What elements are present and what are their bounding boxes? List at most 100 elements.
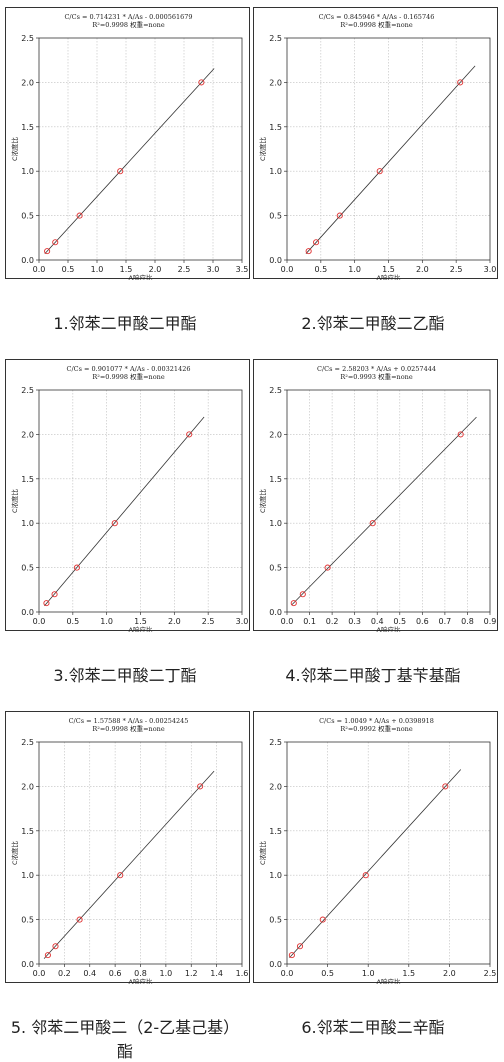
x-tick-label: 1.6	[236, 969, 249, 978]
fit-line	[43, 770, 215, 959]
r-squared-text: R²=0.9998 权重=none	[92, 372, 164, 381]
fit-line	[305, 65, 476, 254]
x-tick-label: 0.5	[393, 617, 406, 626]
data-point	[290, 600, 297, 607]
plot-frame	[38, 741, 243, 965]
plot-frame	[286, 741, 491, 965]
r-squared-text: R²=0.9998 权重=none	[92, 20, 164, 29]
x-tick-label: 0.0	[33, 265, 46, 274]
data-point	[44, 248, 51, 255]
x-tick-label: 2.0	[416, 265, 429, 274]
x-tick-label: 2.5	[450, 265, 463, 274]
equation-text: C/Cs = 0.845946 * A/As - 0.165746	[319, 13, 435, 21]
y-tick-label: 0.5	[21, 212, 34, 221]
y-tick-label: 2.5	[21, 34, 34, 43]
x-tick-label: 0.0	[281, 265, 294, 274]
x-tick-label: 1.0	[160, 969, 173, 978]
y-tick-label: 1.0	[269, 167, 282, 176]
x-tick-label: 1.5	[402, 969, 415, 978]
fit-line	[44, 68, 215, 254]
chart-caption: 6.邻苯二甲酸二辛酯	[301, 1018, 445, 1037]
chart-svg: 0.0 0.5 1.0 1.5 2.0 2.5 0.0 0.5 1.0 1.5 2.0 2.5 C/Cs…	[258, 717, 497, 984]
fit-line	[289, 769, 462, 959]
data-point	[362, 872, 369, 879]
y-tick-label: 0.5	[269, 212, 282, 221]
y-axis-label: C浓度比	[10, 840, 19, 865]
equation-text: C/Cs = 0.714231 * A/As - 0.000561679	[64, 13, 192, 21]
fit-line	[44, 416, 205, 607]
x-tick-label: 0.0	[281, 969, 294, 978]
x-tick-label: 1.0	[100, 617, 113, 626]
x-tick-label: 0.3	[348, 617, 361, 626]
equation-text: C/Cs = 2.58203 * A/As + 0.0257444	[317, 365, 436, 373]
data-point	[52, 239, 59, 246]
x-tick-label: 3.0	[236, 617, 249, 626]
x-tick-label: 1.5	[120, 265, 133, 274]
y-tick-label: 1.0	[269, 871, 282, 880]
x-tick-label: 0.6	[109, 969, 122, 978]
y-tick-label: 1.5	[269, 123, 282, 132]
y-tick-label: 0.5	[269, 564, 282, 573]
chart-svg: 0.0 0.5 1.0 1.5 2.0 2.5 3.0 3.5 0.0 0.5 1.0 1.5 2.0 2…	[10, 13, 249, 280]
data-point	[43, 600, 50, 607]
y-axis-label: C浓度比	[258, 488, 267, 513]
y-tick-label: 0.5	[21, 916, 34, 925]
x-tick-label: 2.0	[149, 265, 162, 274]
y-tick-label: 1.0	[269, 519, 282, 528]
calibration-chart-2: 0.0 0.5 1.0 1.5 2.0 2.5 3.0 0.0 0.5 1.0 1.5 2.0 2.5 C…	[253, 7, 498, 280]
x-tick-label: 1.0	[91, 265, 104, 274]
calibration-chart-5: 0.0 0.2 0.4 0.6 0.8 1.0 1.2 1.4 1.6 0.0 0.5 1.0 1.5 2…	[5, 711, 250, 984]
plot-frame	[38, 389, 243, 613]
chart-caption: 2.邻苯二甲酸二乙酯	[301, 314, 445, 333]
chart-svg: 0.0 0.5 1.0 1.5 2.0 2.5 3.0 0.0 0.5 1.0 1.5 2.0 2.5 C…	[258, 13, 496, 280]
x-tick-label: 2.5	[484, 969, 497, 978]
data-point	[305, 248, 312, 255]
y-tick-label: 0.0	[269, 608, 282, 617]
r-squared-text: R²=0.9993 权重=none	[340, 372, 412, 381]
x-tick-label: 0.2	[58, 969, 71, 978]
x-tick-label: 1.5	[134, 617, 147, 626]
calibration-chart-4: 0.0 0.1 0.2 0.3 0.4 0.5 0.6 0.7 0.8 0.9 0.0 0.5 1.0 1…	[253, 359, 498, 632]
x-tick-label: 3.0	[207, 265, 220, 274]
y-tick-label: 2.5	[269, 34, 282, 43]
r-squared-text: R²=0.9992 权重=none	[340, 724, 412, 733]
x-tick-label: 1.4	[210, 969, 223, 978]
x-tick-label: 1.2	[185, 969, 198, 978]
data-point	[288, 952, 295, 959]
x-axis-label: A响应比	[129, 273, 153, 280]
data-point	[457, 79, 464, 86]
data-point	[117, 872, 124, 879]
y-tick-label: 0.0	[269, 256, 282, 265]
x-tick-label: 3.5	[236, 265, 249, 274]
y-tick-label: 0.5	[269, 916, 282, 925]
y-tick-label: 2.0	[269, 78, 282, 87]
x-tick-label: 0.6	[416, 617, 429, 626]
fit-line	[291, 416, 477, 606]
y-tick-label: 2.5	[21, 386, 34, 395]
x-tick-label: 0.4	[371, 617, 384, 626]
y-axis-label: C浓度比	[10, 488, 19, 513]
x-tick-label: 0.5	[66, 617, 79, 626]
data-point	[117, 168, 124, 175]
x-tick-label: 1.0	[362, 969, 375, 978]
plot-frame	[38, 37, 243, 261]
data-point	[198, 79, 205, 86]
data-point	[313, 239, 320, 246]
x-tick-label: 2.0	[168, 617, 181, 626]
y-tick-label: 2.0	[21, 430, 34, 439]
x-tick-label: 0.8	[461, 617, 474, 626]
x-tick-label: 0.0	[33, 617, 46, 626]
y-tick-label: 0.0	[21, 608, 34, 617]
data-point	[73, 564, 80, 571]
y-tick-label: 2.5	[21, 738, 34, 747]
chart-caption: 4.邻苯二甲酸丁基苄基酯	[285, 666, 461, 685]
y-tick-label: 1.5	[21, 475, 34, 484]
y-tick-label: 2.5	[269, 386, 282, 395]
plot-frame	[286, 389, 491, 613]
x-axis-label: A响应比	[129, 977, 153, 984]
data-point	[457, 431, 464, 438]
x-tick-label: 0.9	[484, 617, 497, 626]
x-axis-label: A响应比	[377, 273, 401, 280]
x-tick-label: 2.5	[202, 617, 215, 626]
chart-caption: 1.邻苯二甲酸二甲酯	[53, 314, 197, 333]
